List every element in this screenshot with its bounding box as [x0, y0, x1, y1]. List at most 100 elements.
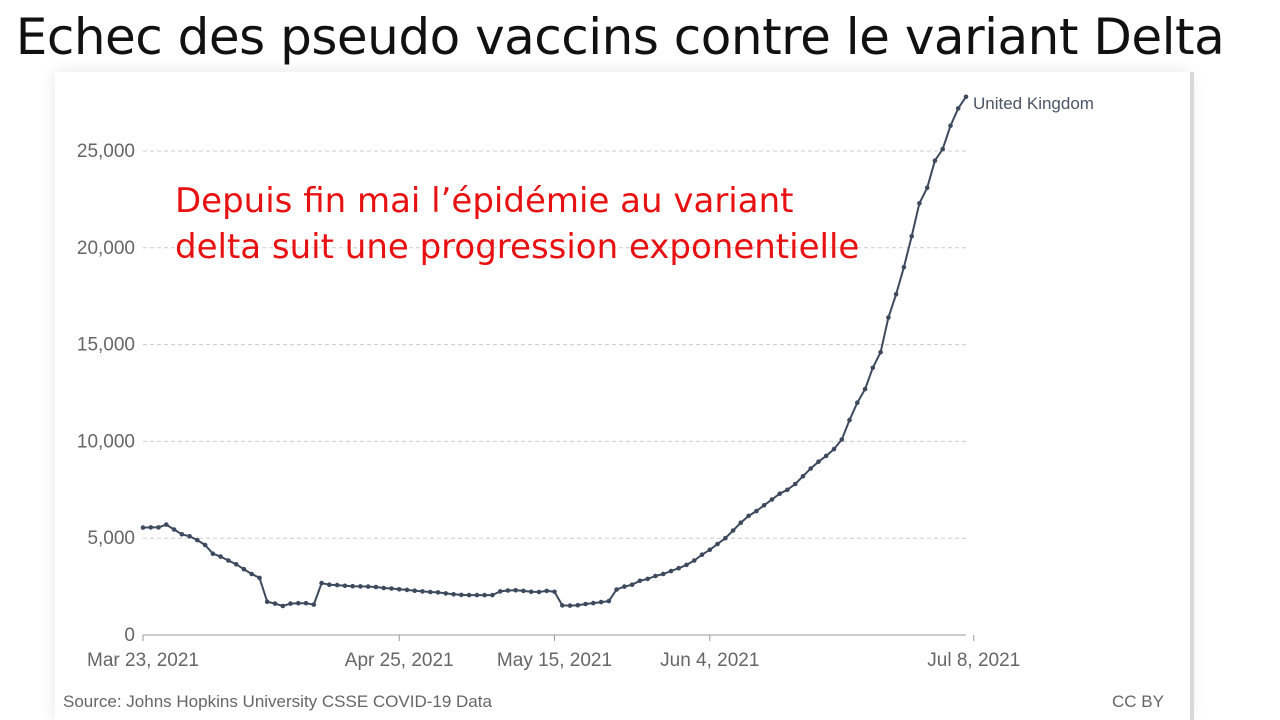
data-point: [156, 525, 161, 530]
data-point: [606, 598, 612, 604]
data-point: [761, 503, 767, 508]
data-point: [629, 582, 635, 587]
data-point: [428, 589, 433, 595]
data-point: [940, 146, 945, 152]
y-tick-label: 0: [124, 625, 135, 646]
data-point: [202, 542, 208, 548]
x-tick-label: Jul 8, 2021: [927, 650, 1020, 671]
data-point: [754, 508, 759, 514]
data-point: [785, 487, 790, 493]
license-label[interactable]: CC BY: [1112, 692, 1164, 711]
data-point: [311, 602, 317, 607]
data-point: [218, 554, 223, 559]
data-point: [280, 603, 286, 609]
data-point: [567, 603, 573, 608]
data-point: [264, 599, 270, 604]
data-point: [319, 580, 324, 586]
data-point: [862, 386, 868, 392]
data-point: [963, 94, 969, 100]
data-point: [692, 558, 697, 563]
data-point: [924, 185, 930, 191]
data-point: [404, 587, 410, 593]
data-point: [249, 571, 254, 577]
data-point: [955, 106, 961, 111]
data-point: [148, 525, 154, 530]
data-point: [614, 587, 619, 592]
chart-annotation: Depuis fin mai l’épidémie au variant del…: [175, 178, 859, 270]
data-point: [342, 583, 348, 589]
x-tick-label: May 15, 2021: [497, 650, 612, 671]
source-note: Source: Johns Hopkins University CSSE CO…: [63, 692, 492, 711]
data-point: [777, 491, 782, 497]
data-point: [381, 585, 387, 591]
data-point: [466, 592, 472, 598]
data-point: [715, 541, 720, 547]
data-point: [451, 592, 456, 597]
data-point: [179, 532, 185, 537]
panel-edge-shadow: [1190, 72, 1194, 720]
data-point: [303, 600, 309, 606]
data-point: [241, 566, 247, 572]
y-tick-label: 25,000: [77, 141, 135, 162]
data-point: [296, 600, 301, 606]
data-point: [544, 588, 549, 594]
data-point: [288, 601, 293, 606]
data-point: [513, 588, 518, 593]
data-point: [327, 582, 332, 587]
data-point: [668, 568, 674, 574]
data-point: [536, 589, 542, 595]
data-point: [521, 588, 526, 594]
data-point: [746, 513, 751, 519]
data-point: [226, 558, 231, 563]
data-point: [645, 576, 650, 582]
data-point: [653, 573, 658, 579]
data-point: [637, 578, 643, 584]
data-point: [901, 264, 907, 270]
x-tick-label: Jun 4, 2021: [660, 650, 759, 671]
data-point: [140, 525, 146, 530]
y-tick-label: 5,000: [87, 528, 135, 549]
data-point: [365, 584, 371, 589]
series-label-united-kingdom: United Kingdom: [973, 94, 1094, 113]
data-point: [373, 584, 379, 590]
data-point: [676, 565, 681, 571]
data-point: [490, 592, 495, 598]
series-line-united-kingdom: [142, 96, 967, 607]
data-point: [171, 527, 177, 532]
data-point: [816, 459, 821, 465]
data-point: [583, 601, 588, 607]
data-point: [482, 592, 487, 598]
data-point: [195, 537, 200, 543]
data-point: [443, 591, 449, 596]
data-point: [420, 589, 425, 594]
data-point: [164, 522, 169, 527]
data-point: [389, 586, 394, 591]
data-point: [684, 562, 689, 568]
data-point: [552, 589, 557, 595]
data-point: [497, 589, 503, 594]
data-point: [334, 582, 340, 588]
y-tick-label: 20,000: [77, 238, 135, 259]
data-point: [575, 602, 581, 608]
data-point: [210, 551, 216, 556]
x-tick-label: Apr 25, 2021: [345, 650, 454, 671]
y-tick-label: 15,000: [77, 335, 135, 356]
data-point: [932, 158, 938, 163]
data-point: [823, 453, 829, 459]
data-point: [878, 350, 883, 355]
data-point: [855, 400, 860, 406]
data-point: [723, 535, 728, 541]
y-tick-label: 10,000: [77, 431, 135, 452]
data-point: [459, 592, 464, 598]
data-point: [505, 588, 511, 593]
data-point: [412, 588, 418, 593]
data-point: [272, 601, 278, 606]
data-point: [528, 589, 534, 595]
data-point: [917, 201, 922, 206]
data-point: [800, 473, 806, 479]
data-point: [839, 437, 845, 442]
data-point: [738, 520, 744, 525]
data-point: [870, 365, 876, 371]
data-point: [560, 603, 565, 608]
